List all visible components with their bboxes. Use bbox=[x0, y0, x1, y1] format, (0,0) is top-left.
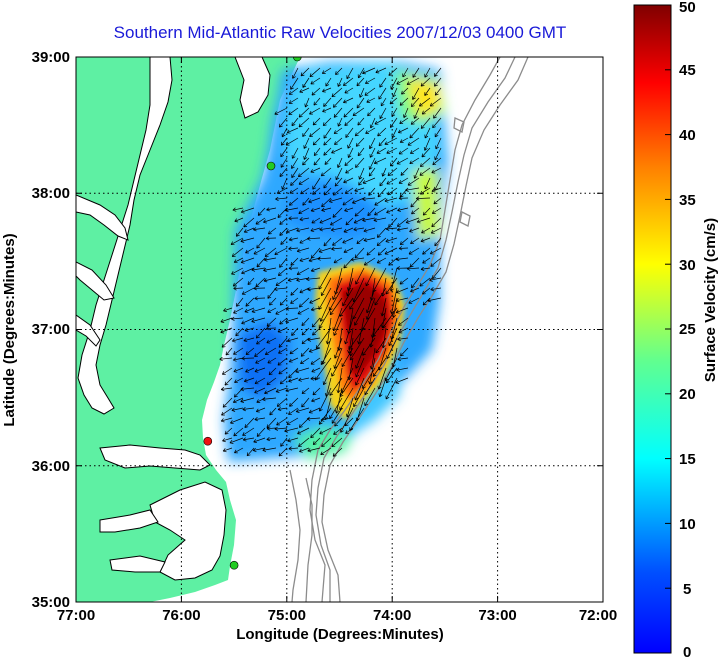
pamlico-sound bbox=[149, 481, 227, 581]
colorbar-tick-label: 50 bbox=[679, 0, 696, 16]
colorbar-tick-label: 20 bbox=[679, 386, 696, 403]
y-tick-label: 39:00 bbox=[32, 49, 70, 66]
radar-station-active bbox=[293, 57, 302, 62]
y-tick-labels: 39:00 38:00 37:00 36:00 35:00 bbox=[32, 49, 70, 611]
colorbar-ticks bbox=[665, 4, 671, 654]
radar-stations bbox=[203, 57, 302, 570]
colorbar-tick-label: 30 bbox=[679, 257, 696, 274]
x-axis-label: Longitude (Degrees:Minutes) bbox=[236, 626, 444, 643]
colorbar-tick-label: 5 bbox=[683, 581, 691, 598]
grid-lines bbox=[76, 57, 603, 602]
neuse-river bbox=[109, 555, 166, 573]
y-tick-label: 36:00 bbox=[32, 458, 70, 475]
bathymetry-contours bbox=[289, 57, 529, 602]
map-title: Southern Mid-Atlantic Raw Velocities 200… bbox=[114, 23, 567, 42]
radar-station-inactive bbox=[203, 436, 213, 446]
potomac-river bbox=[76, 194, 129, 241]
radar-station-active bbox=[266, 161, 276, 171]
plot-area bbox=[76, 57, 603, 602]
delaware-bay bbox=[234, 57, 271, 119]
y-tick-label: 35:00 bbox=[32, 594, 70, 611]
x-tick-label: 75:00 bbox=[268, 607, 306, 624]
colorbar-tick-label: 15 bbox=[679, 451, 696, 468]
y-tick-label: 37:00 bbox=[32, 321, 70, 338]
y-tick-label: 38:00 bbox=[32, 185, 70, 202]
colorbar-tick-label: 40 bbox=[679, 127, 696, 144]
rappahannock-river bbox=[76, 261, 115, 301]
colorbar-tick-label: 0 bbox=[683, 644, 691, 659]
colorbar: 50 45 40 35 30 25 20 15 10 5 0 Surface V… bbox=[633, 0, 719, 659]
x-tick-label: 72:00 bbox=[579, 607, 617, 624]
tick-marks bbox=[75, 56, 604, 603]
york-river bbox=[76, 314, 101, 347]
velocity-vectors bbox=[219, 67, 442, 457]
colorbar-gradient bbox=[633, 4, 672, 654]
pamlico-river bbox=[99, 509, 159, 533]
colorbar-tick-label: 45 bbox=[679, 62, 696, 79]
colorbar-tick-label: 25 bbox=[679, 321, 696, 338]
colorbar-tick-label: 10 bbox=[679, 516, 696, 533]
x-tick-labels: 77:00 76:00 75:00 74:00 73:00 72:00 bbox=[57, 607, 617, 624]
velocity-arrow-set bbox=[219, 67, 442, 457]
colorbar-tick-label: 35 bbox=[679, 192, 696, 209]
colorbar-label: Surface Velocity (cm/s) bbox=[702, 218, 719, 382]
x-tick-label: 76:00 bbox=[162, 607, 200, 624]
x-tick-label: 74:00 bbox=[373, 607, 411, 624]
x-tick-label: 73:00 bbox=[478, 607, 516, 624]
y-axis-label: Latitude (Degrees:Minutes) bbox=[1, 233, 18, 426]
radar-station-active bbox=[229, 560, 239, 570]
x-tick-label: 77:00 bbox=[57, 607, 95, 624]
albemarle-sound bbox=[99, 444, 211, 471]
colorbar-tick-labels: 50 45 40 35 30 25 20 15 10 5 0 bbox=[679, 0, 696, 659]
